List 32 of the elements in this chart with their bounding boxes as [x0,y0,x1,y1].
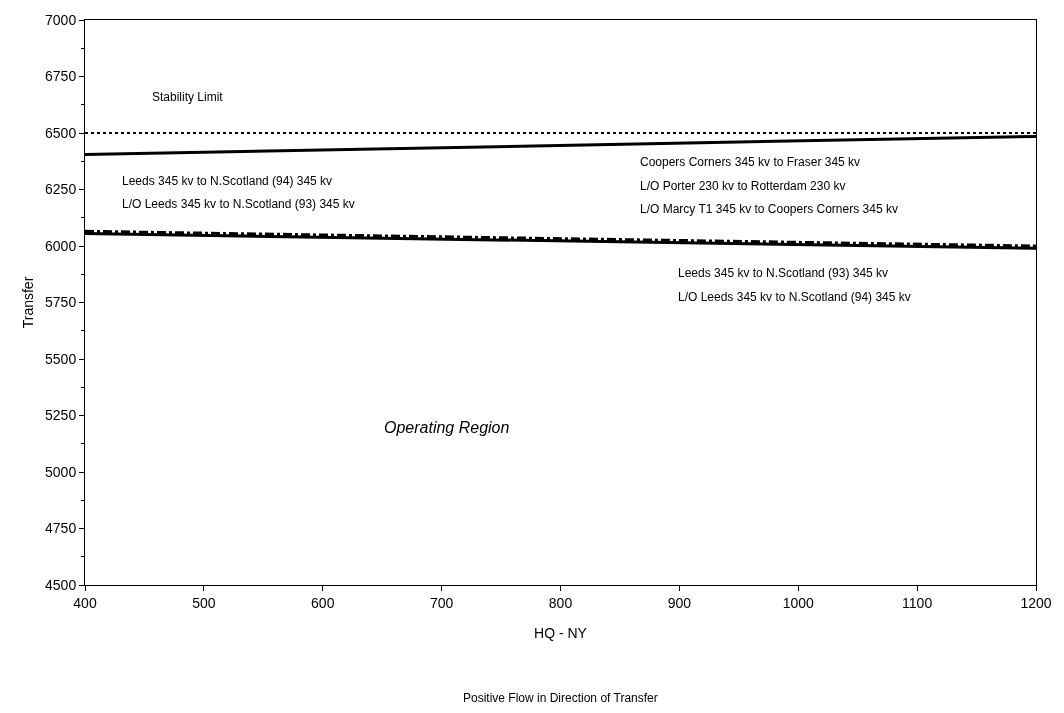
y-axis-title: Transfer [19,276,36,329]
y-tick-label: 6250 [45,181,77,198]
annotation: Leeds 345 kv to N.Scotland (93) 345 kv [678,266,889,280]
x-tick-label: 1200 [1020,594,1052,611]
y-tick-label: 7000 [45,11,77,28]
y-tick-label: 5750 [45,294,77,311]
annotation: L/O Leeds 345 kv to N.Scotland (94) 345 kv [678,290,911,304]
x-tick-label: 1000 [782,594,815,611]
y-tick-label: 4500 [45,576,77,593]
annotation: Leeds 345 kv to N.Scotland (94) 345 kv [122,174,333,188]
y-tick-label: 5250 [45,407,77,424]
y-tick-label: 6500 [45,124,77,141]
y-tick-label: 6750 [45,68,77,85]
x-tick-label: 500 [192,594,216,611]
y-tick-label: 5500 [45,350,77,367]
x-axis-title: HQ - NY [534,625,588,642]
x-tick-label: 800 [548,594,573,611]
x-tick-label: 600 [311,594,335,611]
x-tick-label: 700 [429,594,454,611]
annotation: L/O Marcy T1 345 kv to Coopers Corners 345 kv [640,202,898,216]
annotation: L/O Leeds 345 kv to N.Scotland (93) 345 kv [122,197,355,211]
annotation: L/O Porter 230 kv to Rotterdam 230 kv [640,179,846,193]
y-tick-label: 6000 [45,237,77,254]
x-tick-label: 400 [73,594,97,611]
x-tick-label: 900 [667,594,692,611]
annotation: Operating Region [384,419,510,436]
annotation: Stability Limit [152,90,224,104]
y-tick-label: 5000 [45,463,77,480]
annotation: Coopers Corners 345 kv to Fraser 345 kv [640,155,861,169]
y-tick-label: 4750 [45,520,77,537]
text: Positive Flow in Direction of Transfer [463,691,658,705]
x-tick-label: 1100 [902,594,933,611]
